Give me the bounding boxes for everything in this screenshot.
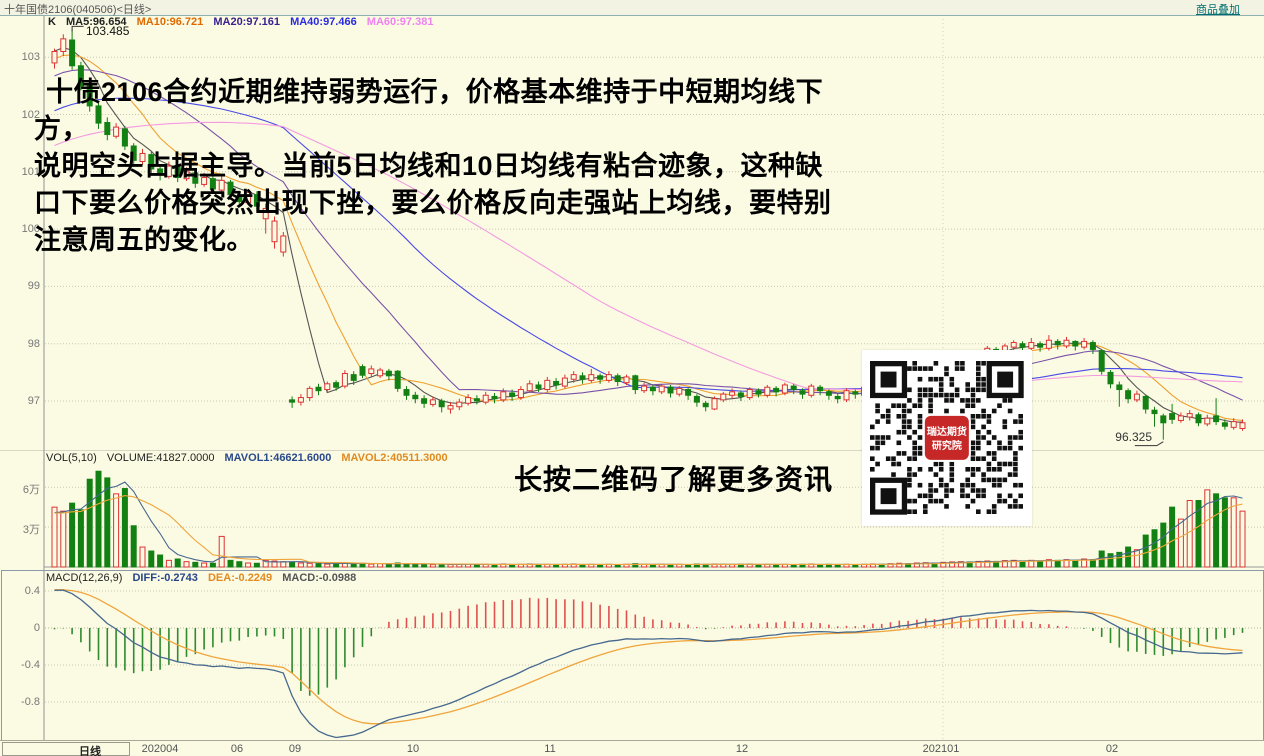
date-axis-label: 06 — [230, 743, 244, 755]
price-axis-tick: 100 — [21, 223, 40, 236]
date-axis-label: 202101 — [922, 743, 960, 755]
low-price-label: 96.325 — [1115, 430, 1152, 444]
date-axis-label: 10 — [406, 743, 420, 755]
macd-chart[interactable] — [0, 570, 1264, 740]
period-box[interactable]: 日线 — [2, 742, 130, 756]
ma60-value: MA60:97.381 — [366, 16, 434, 28]
qr-code: 瑞达期货 研究院 — [862, 350, 1032, 526]
date-axis-label: 202004 — [141, 743, 179, 755]
k-label: K — [48, 16, 56, 28]
high-price-label: 103.485 — [86, 24, 130, 38]
qr-caption-text: 长按二维码了解更多资讯 — [514, 464, 834, 495]
macd-name: MACD(12,26,9) — [46, 572, 123, 584]
date-axis-bar: 日线 202004 06 09 10 11 12 202101 02 — [0, 740, 1264, 756]
price-axis-tick: 97 — [27, 395, 40, 407]
commodity-overlay-link[interactable]: 商品叠加 — [1196, 4, 1240, 16]
qr-logo-text: 研究院 — [932, 439, 962, 452]
macd-axis-tick: 0.4 — [24, 585, 40, 597]
volume-chart[interactable] — [0, 449, 1264, 570]
annotation-line: 口下要么价格突然出现下挫，要么价格反向走强站上均线，要特别 — [34, 188, 832, 218]
volume-indicator-header: VOL(5,10) VOLUME:41827.0000 MAVOL1:46621… — [46, 452, 455, 464]
ma-indicator-header: K MA5:96.654 MA10:96.721 MA20:97.161 MA4… — [48, 16, 440, 28]
date-axis-label: 02 — [1105, 743, 1119, 755]
macd-axis-tick: 0 — [33, 622, 40, 634]
qr-logo-text: 瑞达期货 — [927, 425, 967, 438]
macd-indicator-header: MACD(12,26,9) DIFF:-0.2743 DEA:-0.2249 M… — [46, 572, 363, 584]
diff-value: DIFF:-0.2743 — [132, 572, 198, 584]
volume-value: VOLUME:41827.0000 — [106, 452, 215, 464]
ma20-value: MA20:97.161 — [213, 16, 280, 28]
price-axis-tick: 102 — [21, 108, 40, 121]
date-axis-label: 09 — [288, 743, 302, 755]
title-bar: 十年国债2106(040506)<日线> 商品叠加 — [0, 0, 1264, 16]
period-label: 日线 — [79, 746, 101, 756]
contract-title: 十年国债2106(040506)<日线> — [4, 4, 152, 16]
price-axis-tick: 103 — [21, 51, 40, 64]
ma40-value: MA40:97.466 — [290, 16, 357, 28]
ma10-value: MA10:96.721 — [136, 16, 204, 28]
dea-value: DEA:-0.2249 — [207, 572, 273, 584]
mavol2-value: MAVOL2:40511.3000 — [341, 452, 448, 464]
vol-name: VOL(5,10) — [46, 452, 97, 464]
mavol1-value: MAVOL1:46621.6000 — [224, 452, 332, 464]
volume-axis-tick: 3万 — [22, 524, 40, 537]
analysis-annotation: 十债2106合约近期维持弱势运行，价格基本维持于中短期均线下方， 说明空头占据主… — [34, 74, 874, 259]
date-axis-label: 12 — [735, 743, 749, 755]
price-axis-tick: 98 — [27, 337, 40, 350]
date-axis-label: 11 — [544, 743, 556, 755]
macd-value: MACD:-0.0988 — [282, 572, 357, 584]
annotation-line: 说明空头占据主导。当前5日均线和10日均线有粘合迹象，这种缺 — [34, 151, 824, 181]
macd-axis-tick: -0.8 — [21, 696, 40, 708]
macd-axis-tick: -0.4 — [21, 659, 40, 671]
ma5-value: MA5:96.654 — [66, 16, 127, 28]
price-axis-tick: 101 — [21, 165, 40, 178]
volume-axis-tick: 6万 — [22, 484, 40, 497]
annotation-line: 注意周五的变化。 — [34, 225, 254, 255]
price-axis-tick: 99 — [27, 280, 40, 293]
annotation-line: 十债2106合约近期维持弱势运行，价格基本维持于中短期均线下方， — [34, 77, 824, 144]
